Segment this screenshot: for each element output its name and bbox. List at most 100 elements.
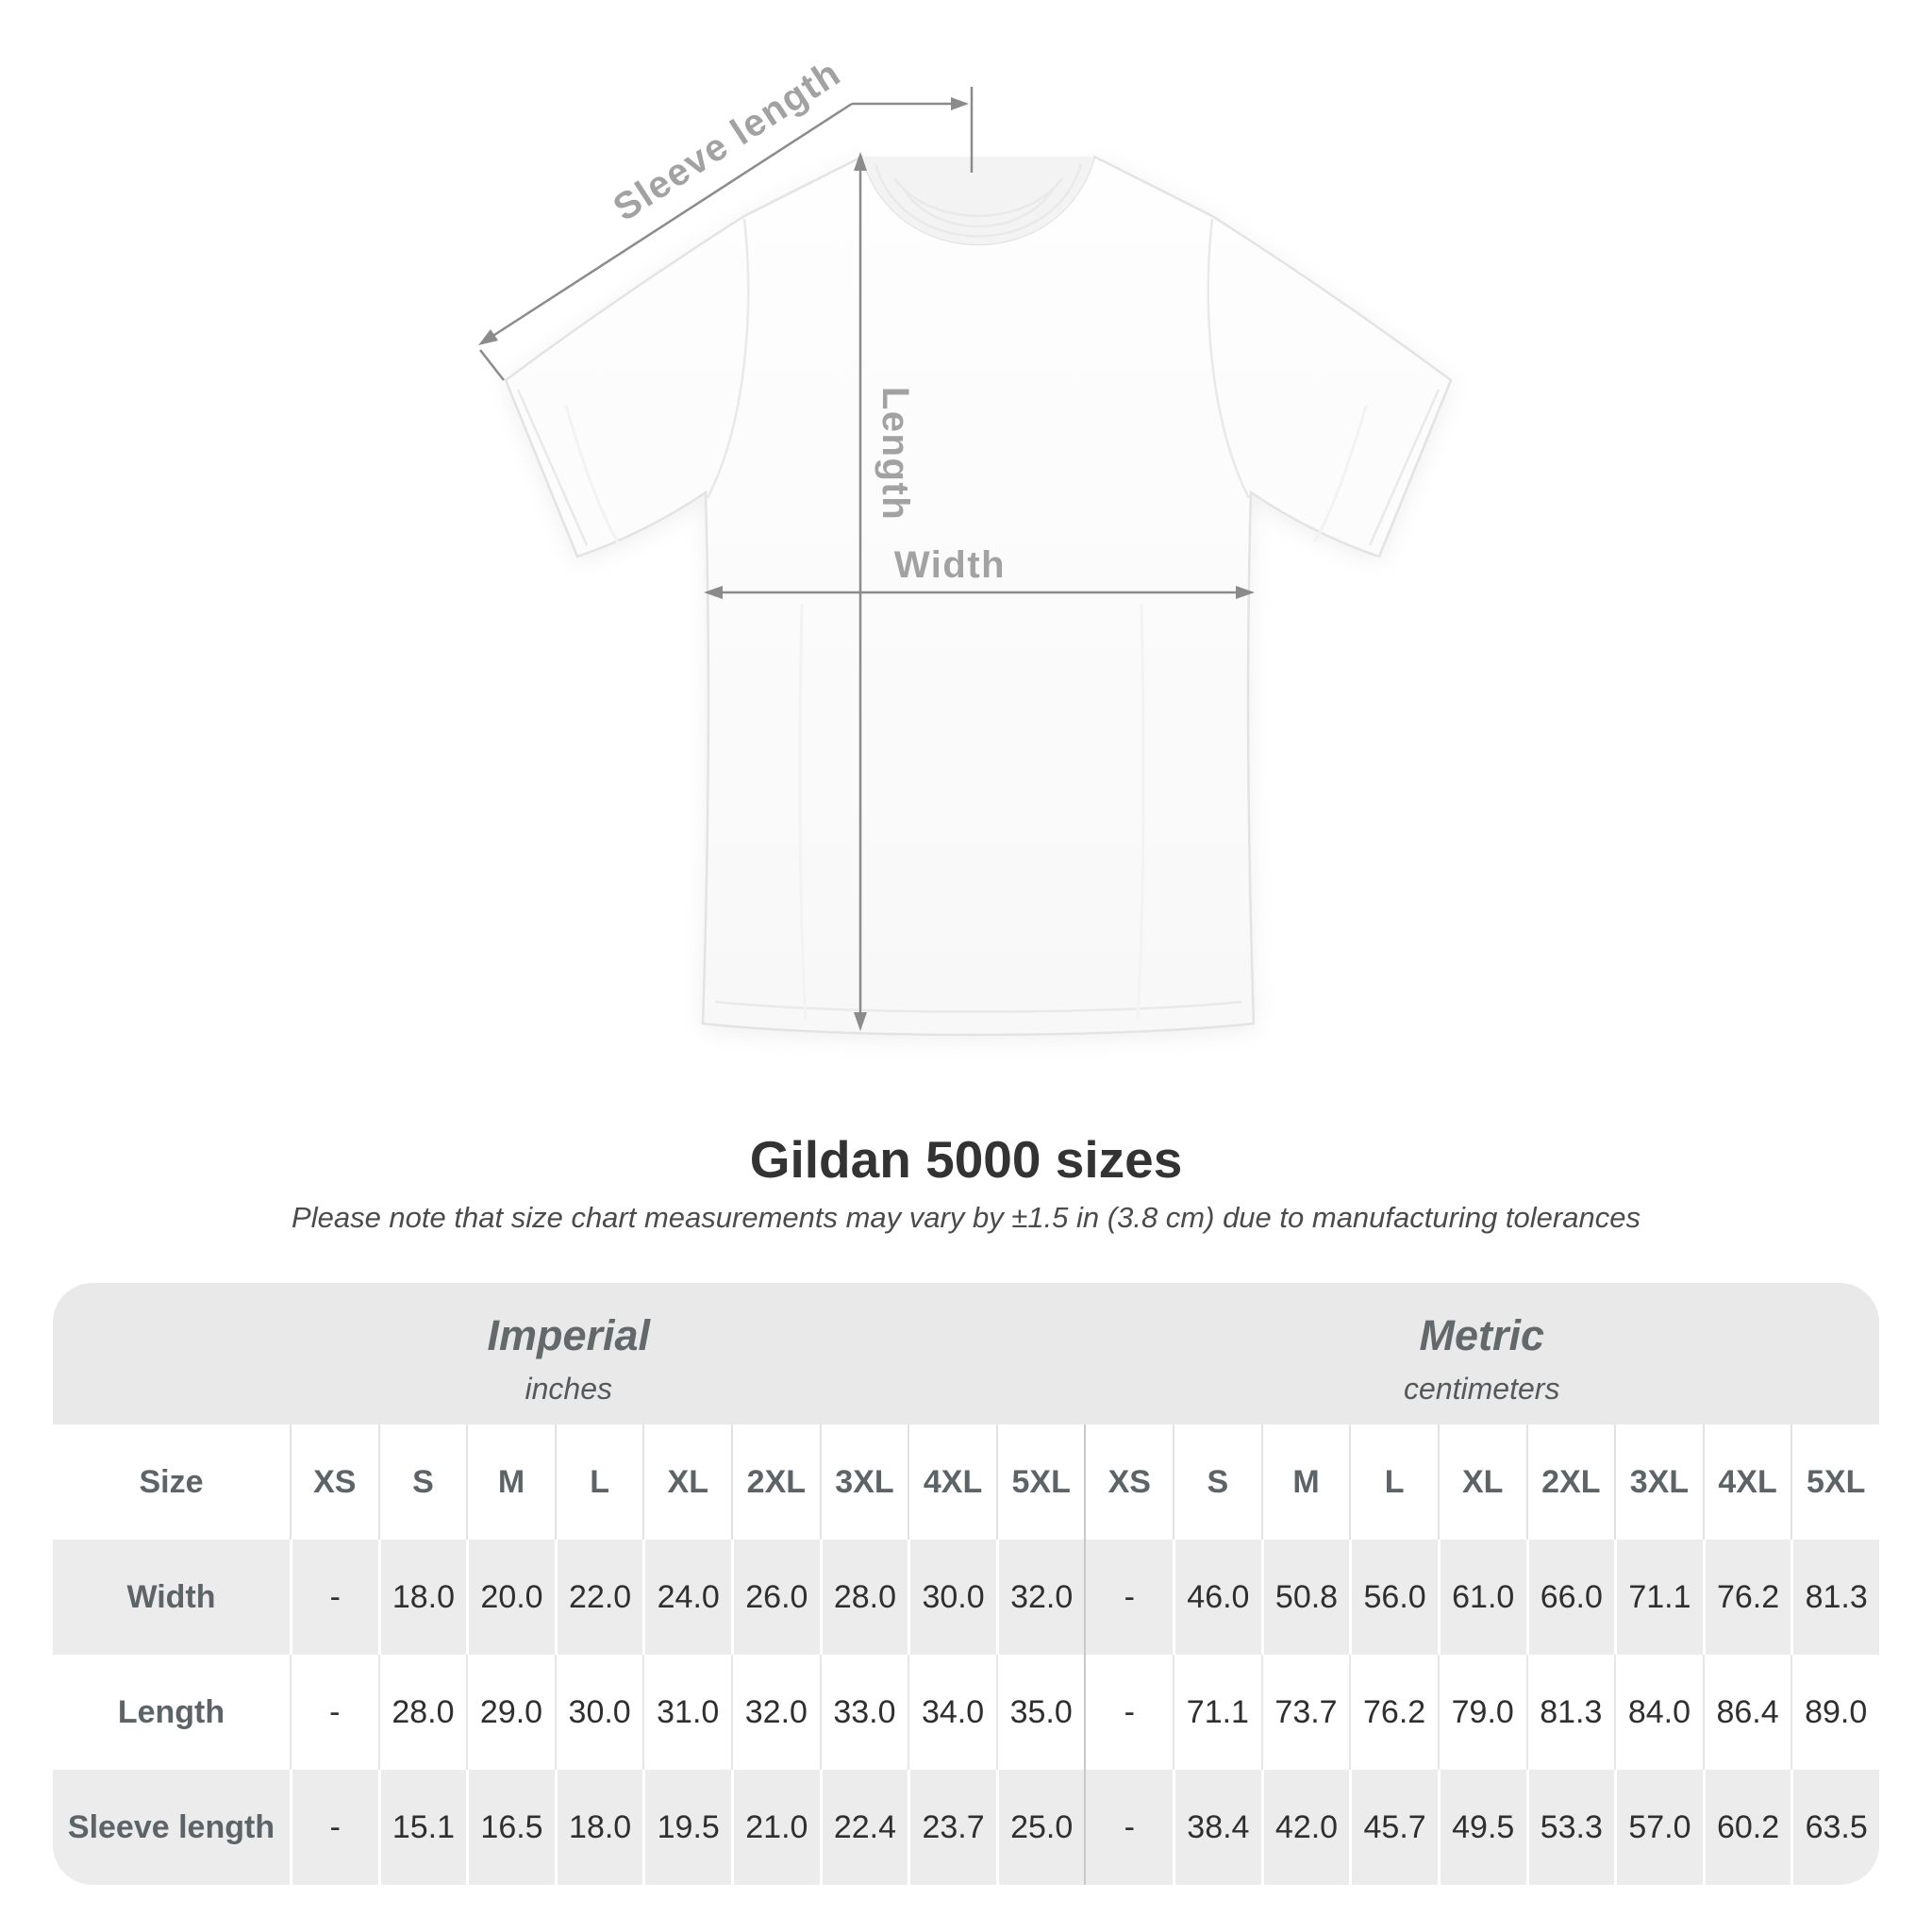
measurement-row-label: Width: [53, 1540, 290, 1655]
back-collar-stitch: [900, 186, 1057, 228]
tshirt-graphic: [504, 155, 1453, 1037]
size-chart-table: Imperial inches Metric centimeters Size XS S M L…: [53, 1283, 1879, 1885]
size-header-metric-5xl: 5XL: [1790, 1424, 1879, 1540]
size-header-metric-s: S: [1173, 1424, 1261, 1540]
fabric-wrinkle: [564, 405, 620, 543]
metric-value-cell: 73.7: [1260, 1655, 1350, 1770]
imperial-value-cell: -: [290, 1655, 378, 1770]
imperial-value-cell: -: [290, 1540, 378, 1655]
up-arrowhead-icon: [854, 152, 867, 171]
imperial-value-cell: 33.0: [819, 1655, 908, 1770]
unit-group-sublabel: inches: [525, 1371, 612, 1406]
right-sleeve-hem: [1368, 389, 1441, 546]
metric-value-cell: 86.4: [1702, 1655, 1791, 1770]
length-label: Length: [874, 387, 916, 521]
imperial-value-cell: 16.5: [466, 1770, 555, 1885]
metric-value-cell: 46.0: [1173, 1540, 1261, 1655]
metric-value-cell: 76.2: [1702, 1540, 1791, 1655]
width-dimension: Width: [704, 544, 1255, 599]
imperial-value-cell: 30.0: [908, 1540, 996, 1655]
metric-value-cell: 89.0: [1790, 1655, 1879, 1770]
size-header-imperial-3xl: 3XL: [819, 1424, 908, 1540]
imperial-value-cell: 32.0: [995, 1540, 1085, 1655]
imperial-value-cell: 21.0: [731, 1770, 820, 1885]
size-header-imperial-s: S: [377, 1424, 467, 1540]
imperial-value-cell: 28.0: [377, 1655, 467, 1770]
tshirt-size-diagram: Sleeve length Length Width: [478, 52, 1453, 1037]
measurement-row-label: Length: [53, 1655, 290, 1770]
metric-value-cell: 38.4: [1173, 1770, 1261, 1885]
imperial-value-cell: 25.0: [995, 1770, 1085, 1885]
imperial-value-cell: 22.0: [554, 1540, 643, 1655]
metric-value-cell: 63.5: [1790, 1770, 1879, 1885]
fabric-wrinkle: [1136, 603, 1145, 1020]
down-arrowhead-icon: [854, 1012, 867, 1031]
size-header-imperial-m: M: [466, 1424, 555, 1540]
metric-value-cell: 76.2: [1349, 1655, 1438, 1770]
size-header-metric-xl: XL: [1437, 1424, 1526, 1540]
fabric-wrinkle: [1312, 405, 1368, 543]
metric-value-cell: -: [1084, 1655, 1174, 1770]
imperial-value-cell: 34.0: [908, 1655, 996, 1770]
metric-value-cell: 81.3: [1525, 1655, 1615, 1770]
size-header-imperial-xl: XL: [642, 1424, 732, 1540]
size-header-metric-m: M: [1260, 1424, 1350, 1540]
imperial-value-cell: 19.5: [642, 1770, 732, 1885]
imperial-value-cell: 22.4: [819, 1770, 908, 1885]
fabric-wrinkle: [798, 603, 808, 1020]
size-column-header: Size: [53, 1424, 290, 1540]
imperial-value-cell: 23.7: [908, 1770, 996, 1885]
imperial-value-cell: 35.0: [995, 1655, 1085, 1770]
imperial-value-cell: 18.0: [554, 1770, 643, 1885]
imperial-value-cell: 30.0: [554, 1655, 643, 1770]
metric-value-cell: -: [1084, 1540, 1174, 1655]
sleeve-end-extension-tick: [479, 349, 505, 381]
imperial-value-cell: 29.0: [466, 1655, 555, 1770]
unit-group-header-imperial: Imperial inches: [53, 1283, 1085, 1424]
left-sleeve-hem: [516, 389, 589, 546]
imperial-value-cell: 31.0: [642, 1655, 732, 1770]
measurement-row-label: Sleeve length: [53, 1770, 290, 1885]
bottom-hem-stitch: [714, 1000, 1242, 1013]
metric-value-cell: 66.0: [1525, 1540, 1615, 1655]
size-header-metric-xs: XS: [1084, 1424, 1174, 1540]
left-arrowhead-icon: [704, 586, 723, 599]
size-header-metric-4xl: 4XL: [1702, 1424, 1791, 1540]
size-header-metric-2xl: 2XL: [1525, 1424, 1615, 1540]
metric-value-cell: 42.0: [1260, 1770, 1350, 1885]
right-arrowhead-icon: [1236, 586, 1255, 599]
size-header-imperial-xs: XS: [290, 1424, 378, 1540]
right-arrowhead-icon: [951, 97, 969, 110]
imperial-value-cell: 15.1: [377, 1770, 467, 1885]
metric-value-cell: 53.3: [1525, 1770, 1615, 1885]
metric-value-cell: 56.0: [1349, 1540, 1438, 1655]
size-header-metric-l: L: [1349, 1424, 1438, 1540]
size-header-imperial-4xl: 4XL: [908, 1424, 996, 1540]
left-armhole-seam: [706, 218, 750, 499]
imperial-value-cell: 20.0: [466, 1540, 555, 1655]
size-header-imperial-2xl: 2XL: [731, 1424, 820, 1540]
back-collar-seam: [892, 177, 1064, 217]
metric-value-cell: -: [1084, 1770, 1174, 1885]
metric-value-cell: 50.8: [1260, 1540, 1350, 1655]
tolerance-note: Please note that size chart measurements…: [291, 1201, 1641, 1234]
metric-value-cell: 84.0: [1614, 1655, 1703, 1770]
imperial-value-cell: -: [290, 1770, 378, 1885]
metric-value-cell: 81.3: [1790, 1540, 1879, 1655]
size-header-metric-3xl: 3XL: [1614, 1424, 1703, 1540]
right-armhole-seam: [1207, 218, 1251, 499]
metric-value-cell: 57.0: [1614, 1770, 1703, 1885]
unit-group-header-metric: Metric centimeters: [1084, 1283, 1879, 1424]
size-header-imperial-l: L: [554, 1424, 643, 1540]
unit-group-sublabel: centimeters: [1404, 1371, 1560, 1406]
tshirt-body: [504, 155, 1453, 1037]
width-label: Width: [894, 544, 1006, 586]
imperial-value-cell: 26.0: [731, 1540, 820, 1655]
collar-band: [874, 163, 1083, 238]
unit-group-label: Metric: [1419, 1310, 1545, 1359]
metric-value-cell: 49.5: [1437, 1770, 1526, 1885]
imperial-value-cell: 24.0: [642, 1540, 732, 1655]
imperial-value-cell: 28.0: [819, 1540, 908, 1655]
sleeve-dimension-diagonal-line: [491, 102, 853, 339]
metric-value-cell: 60.2: [1702, 1770, 1791, 1885]
